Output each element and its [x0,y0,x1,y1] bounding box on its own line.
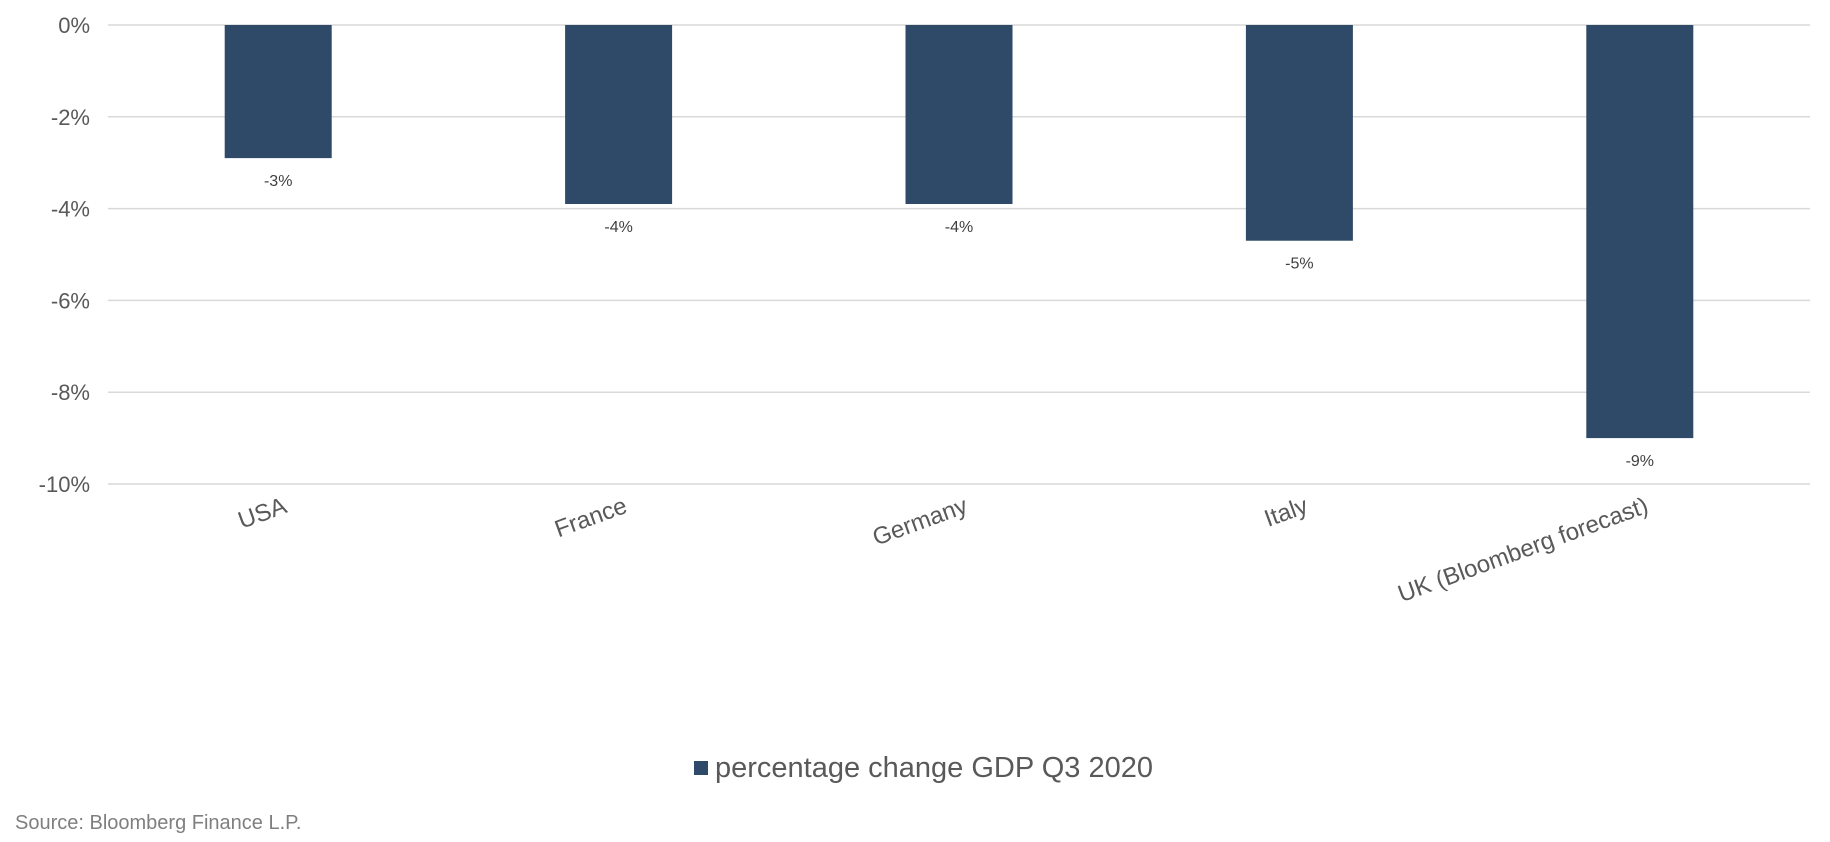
x-category-label: UK (Bloomberg forecast) [1394,492,1651,608]
bar [1586,25,1694,439]
y-tick-label: -6% [51,288,90,313]
legend-swatch [694,761,708,775]
data-label: -4% [604,219,632,236]
y-tick-label: 0% [58,13,90,38]
bar [224,25,332,159]
bars [224,25,1694,439]
data-label: -5% [1285,256,1313,273]
y-tick-label: -8% [51,380,90,405]
source-note: Source: Bloomberg Finance L.P. [15,812,301,834]
y-tick-label: -2% [51,105,90,130]
x-axis-category-labels: USA France Germany Italy UK (Bloomberg forec… [235,492,1652,608]
legend: percentage change GDP Q3 2020 [694,752,1153,784]
x-category-label: France [551,492,630,543]
y-tick-label: -4% [51,197,90,222]
y-axis-tick-labels: 0% -2% -4% -6% -8% -10% [39,13,90,497]
data-label: -9% [1626,453,1654,470]
data-label: -3% [264,173,292,190]
gridlines [108,24,1810,485]
legend-label: percentage change GDP Q3 2020 [715,752,1153,784]
y-tick-label: -10% [39,472,90,497]
data-labels: -3% -4% -4% -5% -9% [264,173,1654,470]
data-label: -4% [945,219,973,236]
x-category-label: Germany [869,492,971,551]
bar [905,25,1013,205]
bar [565,25,673,205]
x-category-label: USA [235,492,291,534]
bar [1245,25,1353,241]
x-category-label: Italy [1261,492,1312,532]
